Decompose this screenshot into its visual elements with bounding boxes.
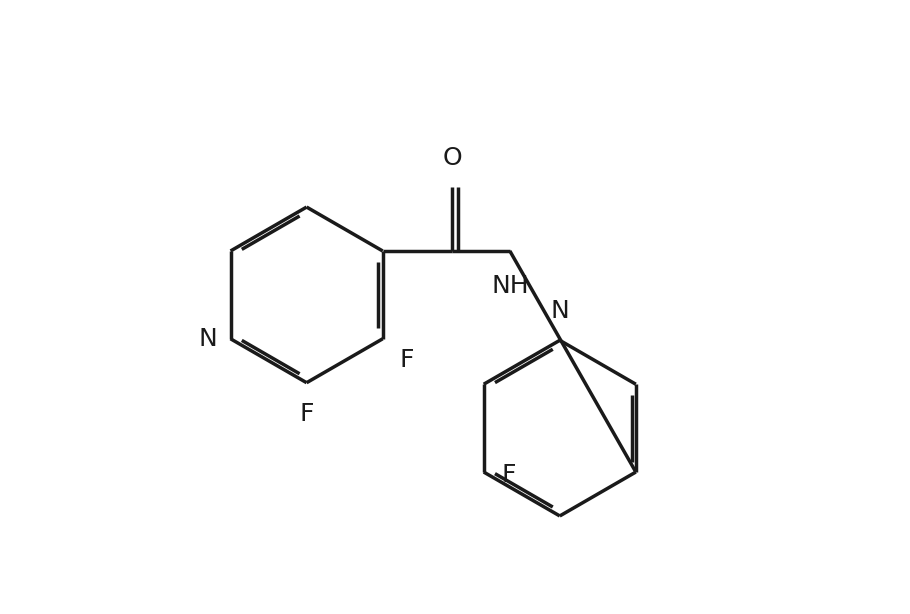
Text: F: F — [299, 402, 314, 426]
Text: N: N — [551, 300, 569, 324]
Text: F: F — [502, 463, 516, 487]
Text: N: N — [198, 327, 217, 351]
Text: O: O — [442, 146, 462, 171]
Text: F: F — [399, 348, 414, 372]
Text: NH: NH — [491, 274, 529, 298]
